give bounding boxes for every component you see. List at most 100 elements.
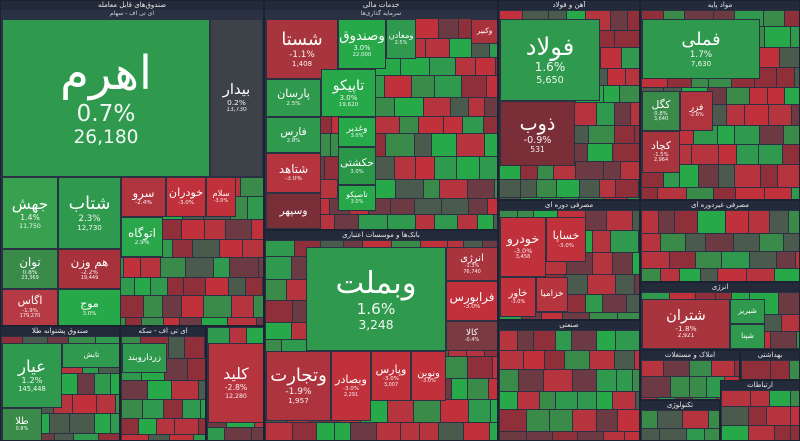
stock-tile: شتران -1.8% 2,921 (642, 299, 730, 349)
sector-title: ای تی اف - سکه (121, 327, 205, 336)
stock-tile: توان 0.8% 23,369 (2, 249, 58, 289)
stock-tile: کالا -0.4% (446, 321, 497, 351)
stock-change: 0.8% (654, 111, 668, 118)
stock-change: 3.0% (350, 198, 364, 205)
filler-tile (632, 369, 639, 393)
stock-change: -3.0% (463, 304, 481, 311)
stock-tile: جهش 1.4% 11,750 (2, 177, 58, 249)
stock-tile: وغدیر 3.0% (338, 117, 376, 147)
stock-tile: شپنا (730, 324, 765, 349)
filler-tile (247, 196, 263, 220)
sector: ارتباطات (720, 380, 800, 441)
sector: صندوق پشتوانه طلا عیار 1.2% 145,448 طلا 0.8% ت… (0, 326, 120, 441)
stock-change: -3.0% (510, 298, 526, 305)
filler-tile (764, 187, 794, 199)
stock-tile: زرداروبند (122, 343, 167, 373)
stock-name: خاور (508, 288, 528, 300)
sector-title: ارتباطات (721, 381, 799, 390)
stock-tile: بیدار 0.2% 13,730 (210, 19, 263, 177)
filler-tile (615, 179, 639, 199)
stock-tile: وپارس -3.0% 3,007 (371, 351, 411, 401)
stock-price: 2,921 (677, 333, 695, 340)
stock-tile: وبملت 1.6% 3,248 (306, 247, 446, 351)
stock-change: 1.2% (21, 375, 43, 386)
stock-name: اتوگاه (128, 225, 156, 240)
stock-price: 76,740 (463, 268, 481, 275)
filler-tile (610, 230, 639, 254)
stock-price: 19,449 (80, 275, 99, 282)
filler-tile (440, 399, 470, 423)
filler-tile (265, 300, 295, 324)
stock-change: 1.6% (534, 60, 566, 75)
stock-change: 2.9% (134, 240, 150, 247)
stock-change: 3.0% (350, 169, 364, 176)
stock-price: 13,730 (226, 107, 247, 114)
sector: کلید -2.8% 12,280 (206, 326, 264, 441)
filler-tile (632, 252, 639, 276)
stock-change: -0.4% (464, 337, 480, 344)
stock-tile: ذوب -0.9% 531 (500, 101, 575, 166)
stock-tile: تابش (62, 343, 119, 368)
stock-tile: موج 3.0% (58, 289, 121, 325)
filler-tile (456, 133, 486, 157)
stock-name: تابش (83, 350, 100, 360)
stock-tile: کلید -2.8% 12,280 (208, 343, 263, 423)
stock-price: 2,291 (343, 391, 359, 398)
stock-name: اگاس (17, 294, 43, 308)
sector-title: املاک و مستغلات (641, 351, 739, 360)
stock-change: 2.3% (78, 214, 101, 224)
stock-change: -2.2% (80, 269, 99, 276)
filler-tile (493, 214, 497, 229)
stock-change: -3.0% (342, 386, 360, 393)
stock-price: 23,369 (21, 275, 39, 282)
stock-name: توان (19, 254, 41, 269)
filler-tile (791, 187, 799, 199)
stock-tile: فارس 2.8% (266, 117, 321, 153)
stock-name: وغدیر (346, 124, 368, 135)
sector-title: مصرفی غیردوره ای (641, 201, 799, 210)
filler-tile (479, 156, 497, 180)
filler-tile (792, 348, 799, 349)
stock-price: 12,280 (225, 392, 247, 400)
stock-tile: فولاد 1.6% 5,650 (500, 19, 600, 101)
stock-tile: اگاس -1.9% 179,270 (2, 289, 58, 325)
stock-tile: خودران -3.0% (166, 177, 206, 217)
filler-tile (484, 133, 497, 157)
filler-tile (770, 331, 799, 349)
stock-price: 3,640 (653, 116, 669, 123)
stock-name: کلید (223, 365, 249, 384)
stock-tile: وسپهر (266, 193, 321, 229)
stock-tile: وکبیر (471, 19, 497, 44)
stock-price: 531 (530, 144, 545, 154)
stock-tile: عیار 1.2% 145,448 (2, 343, 62, 408)
filler-tile (251, 427, 263, 440)
filler-tile (224, 427, 254, 440)
stock-change: 3.0% (82, 310, 97, 317)
stock-price: 7,630 (690, 59, 712, 69)
stock-change: 2.8% (286, 138, 301, 145)
stock-name: موج (80, 297, 99, 311)
filler-tile (358, 214, 388, 229)
stock-tile: هم وزن -2.2% 19,449 (58, 249, 121, 289)
stock-name: وکبیر (476, 26, 493, 36)
stock-tile: خودرو -3.0% 3,458 (500, 217, 546, 277)
stock-change: -1.9% (285, 387, 312, 398)
filler-tile (638, 179, 639, 199)
stock-name: فارس (280, 125, 307, 138)
stock-change: -2.4% (134, 200, 153, 207)
stock-tile: ومعادن 2.5% (386, 19, 416, 59)
stock-change: 3.0% (350, 133, 364, 140)
filler-tile (98, 433, 119, 440)
filler-tile (562, 312, 592, 319)
stock-name: وصندوق (339, 29, 385, 45)
sector: مواد پایه فملی 1.7% 7,630 کگل 0.8% 3,640 فزر -2.… (640, 0, 800, 200)
filler-tile (789, 360, 799, 379)
stock-name: خودران (168, 186, 204, 200)
filler-tile (413, 399, 443, 423)
stock-change: -1.1% (289, 50, 315, 61)
stock-tile: اتوگاه 2.9% (121, 217, 163, 257)
stock-name: سلام (212, 188, 230, 199)
filler-tile (617, 312, 639, 319)
stock-change: 0.8% (22, 269, 38, 276)
